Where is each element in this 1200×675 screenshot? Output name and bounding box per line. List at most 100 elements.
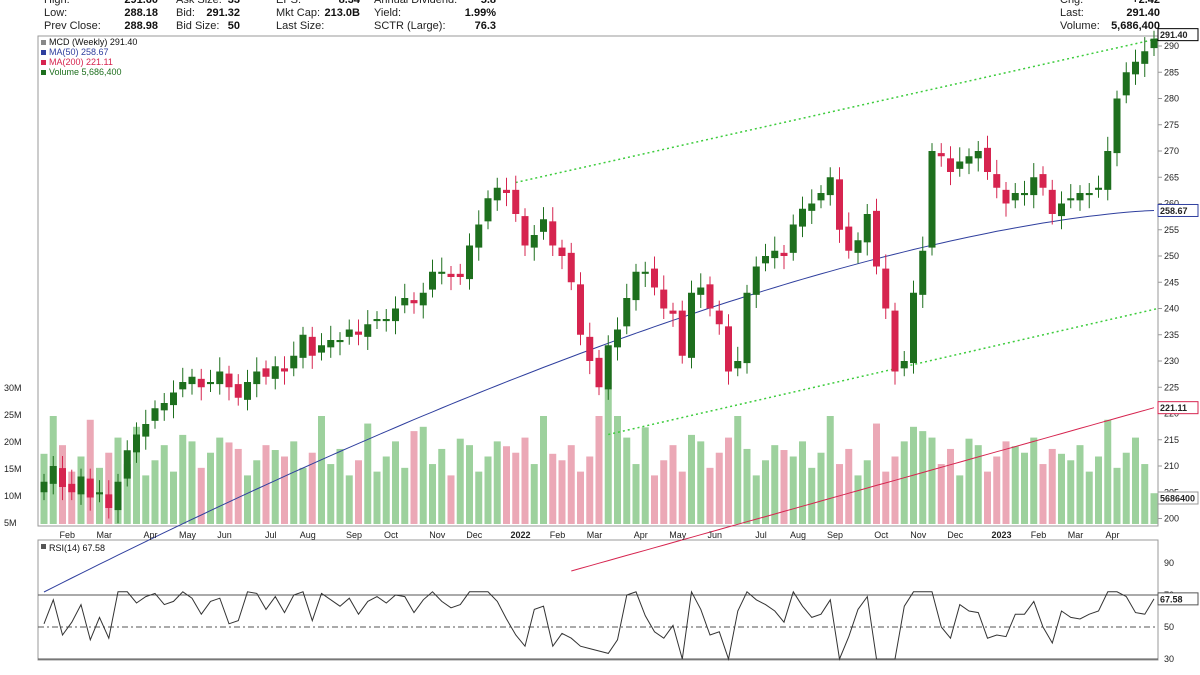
date-tick: 2023 — [991, 530, 1011, 540]
candle-body — [160, 403, 168, 411]
legend-text: MA(200) 221.11 — [49, 57, 113, 67]
col5-label-0: Chg: — [1060, 0, 1084, 6]
date-tick: Nov — [910, 530, 927, 540]
volume-bar — [1122, 452, 1130, 524]
volume-bar — [577, 471, 584, 524]
candle-body — [799, 208, 806, 227]
candle-body — [170, 392, 177, 406]
candle-body — [651, 268, 658, 288]
candle-body — [614, 329, 621, 348]
ma50-line — [43, 210, 1155, 593]
volume-bar — [1058, 453, 1065, 524]
candle-body — [271, 366, 279, 379]
col3-label-2: Last Size: — [276, 20, 325, 32]
candle-body — [734, 361, 742, 369]
candle-body — [281, 368, 288, 372]
volume-bar — [688, 434, 695, 524]
candle-body — [669, 310, 677, 314]
volume-bar — [271, 450, 279, 524]
candle-body — [188, 376, 196, 385]
candle-body — [484, 198, 492, 222]
volume-bar — [595, 416, 603, 524]
candle-body — [355, 331, 362, 335]
col1-label-0: High: — [44, 0, 70, 6]
price-tick: 285 — [1164, 67, 1179, 77]
candle-body — [808, 203, 816, 211]
volume-bar — [641, 427, 649, 524]
volume-bar — [355, 460, 362, 524]
col2-value-0: 33 — [227, 0, 240, 6]
volume-bar — [345, 475, 353, 524]
candle-body — [762, 256, 769, 264]
value-badge-bg — [1157, 28, 1199, 42]
volume-bar — [789, 456, 797, 524]
candle-body — [225, 373, 233, 388]
volume-bar — [142, 475, 150, 524]
date-tick: Jul — [755, 530, 767, 540]
candle-body — [780, 252, 788, 256]
volume-bar — [1132, 437, 1139, 524]
candle-body — [688, 292, 695, 358]
legend-swatch — [41, 70, 46, 75]
price-tick: 245 — [1164, 277, 1179, 287]
candle-body — [77, 476, 85, 495]
volume-bar — [706, 467, 714, 524]
date-tick: Dec — [947, 530, 964, 540]
volume-bar — [336, 448, 344, 524]
volume-bar — [281, 456, 288, 524]
rsi-panel-frame — [37, 539, 1159, 661]
volume-bar — [244, 475, 251, 524]
candle-body — [1030, 177, 1038, 196]
volume-bar — [466, 445, 473, 524]
candle-body — [632, 271, 640, 301]
candle-body — [308, 336, 316, 356]
volume-bar — [438, 448, 446, 524]
col2-value-2: 50 — [227, 20, 240, 32]
candle-body — [1113, 98, 1121, 154]
volume-bar — [669, 445, 677, 524]
candle-body — [1095, 187, 1102, 190]
price-tick: 265 — [1164, 172, 1179, 182]
candle-body — [244, 382, 251, 400]
candle-body — [253, 371, 261, 385]
volume-tick: 5M — [4, 518, 17, 528]
col4-label-0: Annual Dividend: — [374, 0, 458, 6]
volume-bar — [567, 445, 575, 524]
volume-bar — [364, 423, 372, 524]
volume-bar — [808, 467, 816, 524]
candle-body — [947, 158, 954, 172]
volume-bar — [780, 450, 788, 524]
volume-bar — [623, 437, 631, 524]
date-tick: Aug — [300, 530, 316, 540]
volume-bar — [752, 475, 760, 524]
candle-body — [96, 492, 103, 495]
candle-body — [345, 329, 353, 337]
volume-bar — [1002, 441, 1010, 524]
price-tick: 275 — [1164, 120, 1179, 130]
volume-bar — [1113, 467, 1121, 524]
date-tick: Mar — [1068, 530, 1084, 540]
candle-body — [836, 179, 843, 230]
candle-body — [706, 284, 714, 309]
candle-body — [863, 214, 871, 243]
value-badge-bg — [1157, 401, 1199, 415]
volume-tick: 20M — [4, 437, 22, 447]
candle-body — [401, 298, 409, 306]
candle-body — [216, 371, 224, 385]
candle-body — [151, 408, 159, 421]
value-badge-text: 67.58 — [1160, 594, 1183, 604]
legend-text: MA(50) 258.67 — [49, 47, 109, 57]
volume-bar — [826, 416, 834, 524]
price-tick: 270 — [1164, 146, 1179, 156]
volume-bar — [956, 475, 964, 524]
col4-label-2: SCTR (Large): — [374, 20, 446, 32]
candle-body — [1067, 198, 1075, 201]
volume-bar — [965, 438, 973, 524]
volume-bar — [1141, 464, 1149, 524]
date-tick: Sep — [827, 530, 843, 540]
volume-bar — [401, 467, 409, 524]
candle-body — [68, 483, 76, 493]
candle-body — [438, 271, 446, 274]
